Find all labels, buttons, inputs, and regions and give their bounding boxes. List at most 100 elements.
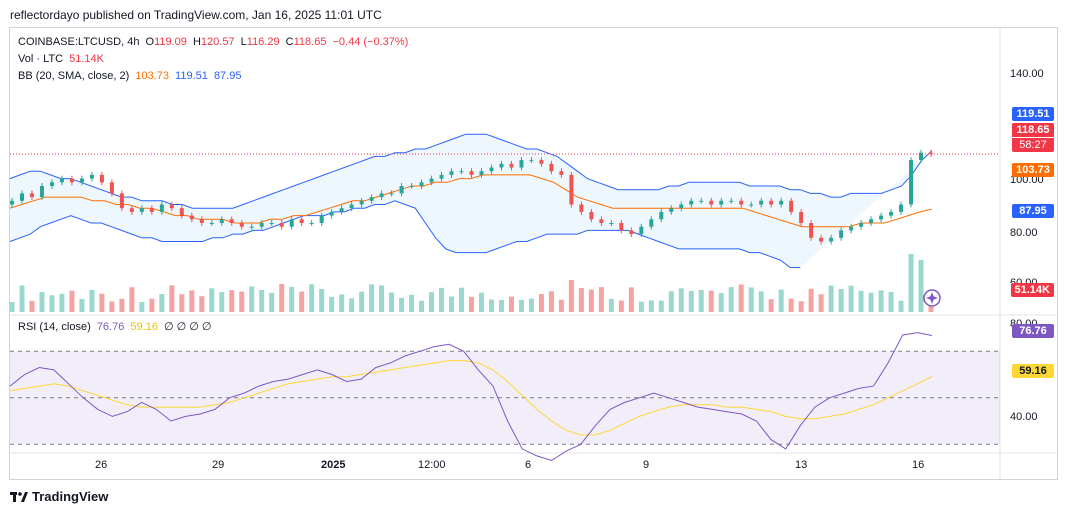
candle-body: [249, 226, 254, 228]
candle-body: [209, 223, 214, 224]
volume-bar: [718, 293, 724, 312]
candle-body: [289, 219, 294, 227]
volume-bar: [159, 294, 165, 312]
symbol-label[interactable]: COINBASE:LTCUSD, 4h: [18, 36, 140, 48]
candle-body: [469, 171, 474, 175]
volume-bar: [778, 289, 784, 312]
candle-body: [599, 219, 604, 223]
volume-bar: [738, 284, 744, 312]
candle-body: [49, 182, 54, 186]
volume-bar: [9, 302, 15, 312]
bb-legend: BB (20, SMA, close, 2) 103.73 119.51 87.…: [18, 70, 244, 82]
volume-bar: [389, 292, 395, 312]
candle-body: [429, 178, 434, 183]
volume-bar: [199, 296, 205, 312]
volume-bar: [598, 287, 604, 312]
candle-body: [199, 219, 204, 223]
candle-body: [509, 163, 514, 168]
candle-body: [259, 223, 264, 227]
rsi-ma-line: [9, 360, 933, 436]
candle-body: [119, 193, 124, 209]
volume-bar: [169, 285, 175, 312]
volume-bar: [309, 284, 315, 312]
bb-lower-line: [9, 200, 801, 269]
candle-body: [659, 211, 664, 220]
candle-body: [829, 237, 834, 242]
candle-body: [319, 215, 324, 223]
volume-bar: [658, 300, 664, 312]
time-axis-label: 29: [212, 459, 225, 471]
volume-bar: [259, 289, 265, 312]
rsi-value: 76.76: [96, 321, 125, 333]
tradingview-brand: TradingView: [32, 489, 109, 504]
low-label: L: [240, 36, 247, 48]
candle-body: [699, 200, 704, 202]
main-legend: COINBASE:LTCUSD, 4h O119.09 H120.57 L116…: [18, 36, 411, 48]
volume-bar: [848, 285, 854, 312]
candle-body: [709, 200, 714, 205]
tradingview-footer[interactable]: TradingView: [10, 489, 108, 504]
time-axis-label: 2025: [321, 459, 346, 471]
volume-bar: [219, 291, 225, 312]
volume-bar: [79, 299, 85, 312]
candle-body: [689, 200, 694, 205]
change-value: −0.44 (−0.37%): [332, 36, 409, 48]
volume-bar: [379, 285, 385, 312]
chart-frame: [9, 27, 1058, 480]
candle-body: [889, 211, 894, 216]
volume-bar: [838, 288, 844, 312]
high-value: 120.57: [200, 36, 235, 48]
volume-bar: [239, 291, 245, 312]
volume-bar: [469, 296, 474, 312]
volume-bar: [19, 285, 25, 312]
candle-body: [529, 160, 534, 162]
volume-bar: [858, 290, 864, 312]
volume-bar: [99, 293, 105, 312]
candle-body: [369, 197, 374, 201]
candle-body: [139, 208, 144, 212]
volume-bar: [898, 300, 904, 312]
candle-body: [339, 208, 344, 212]
volume-bar: [369, 284, 375, 312]
bb-fill: [10, 134, 932, 268]
volume-bar: [59, 293, 65, 312]
candle-body: [759, 200, 764, 205]
candle-body: [379, 193, 384, 198]
volume-bar: [758, 291, 764, 312]
volume-bar: [828, 285, 834, 312]
close-label: C: [285, 36, 294, 48]
volume-bar: [109, 301, 115, 312]
candle-body: [719, 200, 724, 205]
volume-bar: [319, 288, 325, 312]
volume-bar: [568, 280, 574, 312]
low-value: 116.29: [246, 36, 280, 48]
candle-body: [739, 200, 744, 205]
rsi-axis-label: 40.00: [1010, 411, 1038, 423]
bb-label[interactable]: BB (20, SMA, close, 2): [18, 70, 130, 82]
candle-body: [109, 182, 114, 194]
volume-bar: [429, 292, 435, 312]
candle-body: [789, 200, 794, 212]
candle-body: [59, 178, 64, 183]
candle-body: [29, 193, 34, 198]
bb-upper-value: 119.51: [175, 70, 208, 82]
volume-bar: [708, 290, 714, 312]
candle-body: [779, 200, 784, 205]
volume-bar: [119, 298, 125, 312]
volume-bar: [189, 290, 195, 312]
volume-bar: [668, 291, 674, 312]
volume-bar: [209, 288, 215, 312]
volume-bar: [548, 291, 554, 312]
candle-body: [559, 171, 564, 175]
volume-bar: [229, 290, 235, 312]
volume-bar: [149, 298, 155, 312]
volume-bar: [439, 287, 445, 312]
volume-label[interactable]: Vol · LTC: [18, 53, 64, 65]
volume-bar: [89, 289, 95, 312]
close-value: 118.65: [293, 36, 327, 48]
volume-bar: [558, 299, 564, 312]
rsi-label[interactable]: RSI (14, close): [18, 321, 91, 333]
candle-body: [929, 152, 933, 154]
candle-body: [449, 171, 454, 175]
